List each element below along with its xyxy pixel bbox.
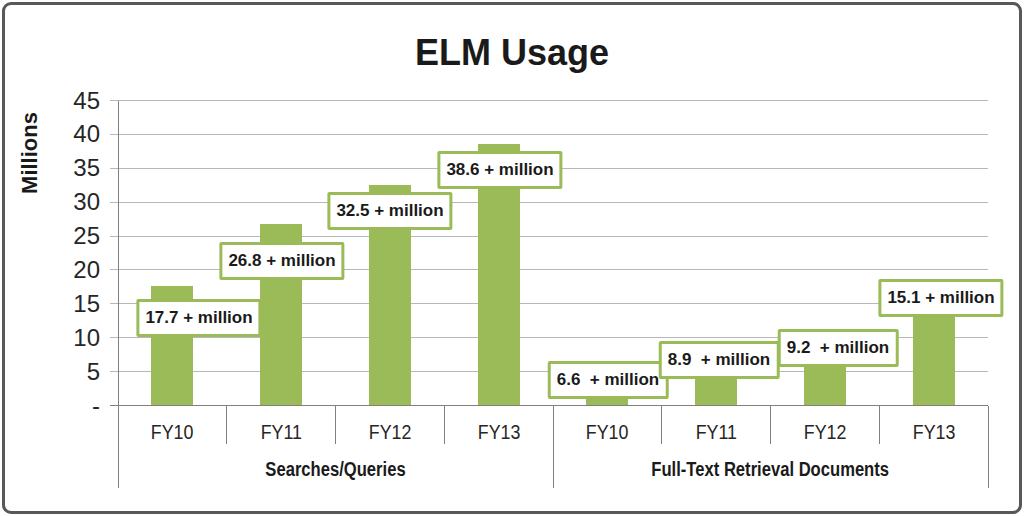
y-axis-tick-label: 30 bbox=[30, 190, 100, 214]
data-label-callout-text: 17.7 + million bbox=[145, 308, 252, 327]
data-label-callout-text: 9.2 + million bbox=[787, 338, 890, 357]
x-axis-category-label: FY13 bbox=[879, 420, 989, 444]
y-axis-tick-label: 10 bbox=[30, 326, 100, 350]
x-axis-category-label: FY10 bbox=[117, 420, 227, 444]
x-axis-line bbox=[110, 405, 988, 406]
data-label-callout: 38.6 + million bbox=[437, 151, 562, 189]
x-axis-category-label-text: FY13 bbox=[477, 420, 520, 444]
data-label-callout: 32.5 + million bbox=[327, 192, 452, 230]
data-label-callout-text: 6.6 + million bbox=[557, 370, 660, 389]
x-axis-group-label-text: Full-Text Retrieval Documents bbox=[652, 458, 890, 481]
data-label-callout: 17.7 + million bbox=[136, 299, 261, 337]
chart-title: ELM Usage bbox=[0, 32, 1024, 74]
data-label-callout-text: 32.5 + million bbox=[336, 201, 443, 220]
data-label-callout-text: 26.8 + million bbox=[228, 251, 335, 270]
x-axis-category-label: FY11 bbox=[226, 420, 336, 444]
x-axis-category-label-text: FY12 bbox=[369, 420, 412, 444]
x-axis-group-label: Searches/Queries bbox=[118, 458, 553, 481]
data-label-callout: 26.8 + million bbox=[219, 242, 344, 280]
gridline bbox=[110, 100, 988, 101]
x-axis-category-label-text: FY11 bbox=[695, 420, 736, 444]
x-axis-category-label: FY11 bbox=[661, 420, 771, 444]
chart-page: ELM Usage Millions 51015202530354045-FY1… bbox=[0, 0, 1024, 516]
data-label-callout: 15.1 + million bbox=[878, 279, 1003, 317]
gridline bbox=[110, 134, 988, 135]
x-axis-category-label: FY10 bbox=[552, 420, 662, 444]
x-axis-category-label-text: FY11 bbox=[260, 420, 301, 444]
x-axis-category-label-text: FY12 bbox=[804, 420, 847, 444]
y-axis-tick-label: 40 bbox=[30, 122, 100, 146]
y-axis-tick-label: 20 bbox=[30, 258, 100, 282]
x-axis-group-label-text: Searches/Queries bbox=[265, 458, 405, 481]
y-axis-tick-label: 15 bbox=[30, 292, 100, 316]
y-axis-tick-label: 5 bbox=[30, 360, 100, 384]
y-axis-tick-label: 35 bbox=[30, 156, 100, 180]
x-axis-category-label: FY12 bbox=[335, 420, 445, 444]
x-axis-category-label-text: FY10 bbox=[151, 420, 194, 444]
x-axis-category-label: FY12 bbox=[770, 420, 880, 444]
data-label-callout-text: 38.6 + million bbox=[446, 160, 553, 179]
x-axis-category-label-text: FY10 bbox=[586, 420, 629, 444]
data-label-callout: 6.6 + million bbox=[548, 361, 669, 399]
y-axis-tick-label: - bbox=[30, 394, 100, 418]
data-label-callout-text: 8.9 + million bbox=[668, 350, 771, 369]
data-label-callout: 8.9 + million bbox=[659, 341, 780, 379]
y-axis-tick-label: 45 bbox=[30, 89, 100, 113]
gridline bbox=[110, 202, 988, 203]
gridline bbox=[110, 236, 988, 237]
bar-fy13-1 bbox=[913, 303, 955, 405]
data-label-callout-text: 15.1 + million bbox=[887, 288, 994, 307]
data-label-callout: 9.2 + million bbox=[778, 329, 899, 367]
x-axis-category-label-text: FY13 bbox=[912, 420, 955, 444]
x-axis-category-label: FY13 bbox=[444, 420, 554, 444]
y-axis-tick-label: 25 bbox=[30, 224, 100, 248]
x-axis-group-label: Full-Text Retrieval Documents bbox=[553, 458, 988, 481]
